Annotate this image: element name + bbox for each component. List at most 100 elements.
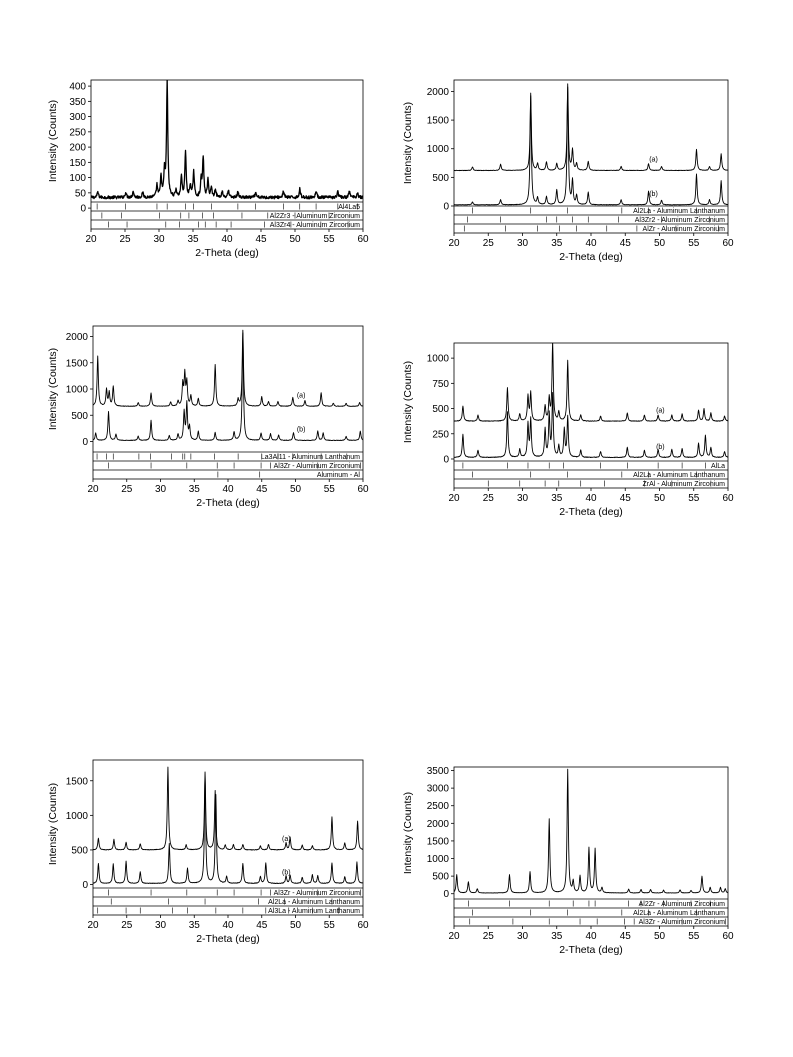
reference-phase-label: Al3Zr2 - Aluminum Zirconium <box>635 217 725 224</box>
xrd-panel-6: 0 500 1000 1500 2000 2500 3000 3500 20 25 30 35 40 45… <box>402 766 734 956</box>
series-label: (b) <box>649 191 658 198</box>
x-tick-label: 40 <box>585 493 597 504</box>
y-tick-label: 0 <box>82 437 88 448</box>
diffraction-pattern-line <box>454 768 728 894</box>
x-tick-label: 50 <box>654 931 666 942</box>
x-tick-label: 45 <box>620 238 632 249</box>
y-tick-label: 300 <box>69 112 86 123</box>
x-tick-label: 25 <box>121 920 133 931</box>
x-tick-label: 50 <box>290 484 302 495</box>
y-tick-label: 1500 <box>427 836 450 847</box>
x-tick-label: 40 <box>222 484 234 495</box>
x-tick-label: 25 <box>121 484 133 495</box>
x-tick-label: 35 <box>189 920 201 931</box>
x-tick-label: 20 <box>87 920 99 931</box>
xrd-panel-3: 0 500 1000 1500 2000 20 25 30 35 40 45 50 55 60 2-Thet… <box>47 325 369 509</box>
x-tick-label: 55 <box>324 484 336 495</box>
diffraction-pattern-line <box>93 766 363 851</box>
y-tick-label: 0 <box>82 880 88 891</box>
x-axis-title: 2-Theta (deg) <box>195 247 259 259</box>
x-tick-label: 60 <box>357 234 369 245</box>
y-axis-title: Intensity (Counts) <box>47 348 59 430</box>
diffraction-pattern-line <box>93 774 363 885</box>
y-tick-label: 1500 <box>66 776 89 787</box>
y-tick-label: 0 <box>80 204 86 215</box>
x-tick-label: 40 <box>222 920 234 931</box>
x-tick-label: 50 <box>654 493 666 504</box>
x-tick-label: 25 <box>483 931 495 942</box>
x-tick-label: 35 <box>551 931 563 942</box>
xrd-panel-4: 0 250 500 750 1000 20 25 30 35 40 45 50 55 60 2-Theta … <box>402 342 734 518</box>
reference-phase-label: ZrAl - Aluminum Zirconium <box>643 481 726 488</box>
x-axis-title: 2-Theta (deg) <box>559 506 623 518</box>
x-tick-label: 25 <box>483 493 495 504</box>
reference-phase-label: Al2Zr3 - Aluminum Zirconium <box>270 213 360 220</box>
x-axis-title: 2-Theta (deg) <box>559 251 623 263</box>
x-tick-label: 55 <box>688 493 700 504</box>
series-label: (b) <box>656 444 665 451</box>
diffraction-pattern-line <box>93 329 363 407</box>
x-tick-label: 60 <box>722 931 734 942</box>
diffraction-pattern-line <box>454 83 728 206</box>
y-tick-label: 200 <box>69 143 86 154</box>
x-tick-label: 20 <box>87 484 99 495</box>
reference-phase-label: Al3Zr4 - Aluminum Zirconium <box>270 222 360 229</box>
x-tick-label: 25 <box>119 234 131 245</box>
y-tick-label: 2000 <box>427 87 450 98</box>
x-axis-title: 2-Theta (deg) <box>559 944 623 956</box>
diffraction-pattern-line <box>454 86 728 172</box>
plot-frame <box>90 79 364 230</box>
y-tick-label: 500 <box>432 173 449 184</box>
reference-phase-label: Al3Zr - Aluminum Zirconium <box>274 463 361 470</box>
y-tick-label: 2000 <box>427 819 450 830</box>
y-tick-label: 750 <box>432 379 449 390</box>
x-axis-title: 2-Theta (deg) <box>196 497 260 509</box>
reference-phase-label: Al3La - Aluminum Lanthanum <box>268 908 360 915</box>
x-tick-label: 40 <box>585 238 597 249</box>
series-label: (b) <box>297 426 306 433</box>
x-tick-label: 50 <box>290 920 302 931</box>
y-tick-label: 500 <box>71 411 88 422</box>
y-tick-label: 250 <box>69 127 86 138</box>
reference-phase-label: Al2La - Aluminum Lanthanum <box>633 910 725 917</box>
y-tick-label: 100 <box>69 173 86 184</box>
series-label: (a) <box>282 836 291 843</box>
x-tick-label: 50 <box>654 238 666 249</box>
reference-phase-label: La3Al11 - Aluminum Lanthanum <box>261 454 360 461</box>
xrd-panel-1: 0 50 100 150 200 250 300 350 400 20 25 30 35 40 45 50 55… <box>47 79 369 259</box>
reference-phase-label: Al2La - Aluminum Lanthanum <box>633 472 725 479</box>
diffraction-pattern-line <box>454 343 728 422</box>
x-tick-label: 20 <box>448 493 460 504</box>
reference-phase-label: AlLa <box>711 463 725 470</box>
x-tick-label: 20 <box>85 234 97 245</box>
y-tick-label: 500 <box>71 845 88 856</box>
x-tick-label: 60 <box>357 920 369 931</box>
x-tick-label: 60 <box>722 238 734 249</box>
series-label: (a) <box>656 408 665 415</box>
x-tick-label: 35 <box>189 484 201 495</box>
x-tick-label: 35 <box>551 493 563 504</box>
y-tick-label: 1000 <box>427 144 450 155</box>
y-tick-label: 2000 <box>66 332 89 343</box>
y-tick-label: 1500 <box>427 116 450 127</box>
reference-phase-label: Al3Zr - Aluminum Zirconium <box>274 890 361 897</box>
x-tick-label: 30 <box>153 234 165 245</box>
y-tick-label: 150 <box>69 158 86 169</box>
x-tick-label: 45 <box>620 931 632 942</box>
x-tick-label: 35 <box>187 234 199 245</box>
x-tick-label: 30 <box>517 238 529 249</box>
diffraction-pattern-line <box>91 80 363 200</box>
x-tick-label: 35 <box>551 238 563 249</box>
diffraction-pattern-line <box>454 392 728 459</box>
x-tick-label: 30 <box>517 931 529 942</box>
reference-phase-label: AlZr - Aluminum Zirconium <box>643 226 726 233</box>
y-axis-title: Intensity (Counts) <box>402 792 414 874</box>
x-tick-label: 45 <box>255 234 267 245</box>
reference-phase-label: Aluminum - Al <box>317 472 361 479</box>
diffraction-pattern-line <box>93 332 363 442</box>
reference-phase-label: Al2La - Aluminum Lanthanum <box>633 208 725 215</box>
y-tick-label: 2500 <box>427 801 450 812</box>
reference-phase-label: Al2Zr - Aluminum Zirconium <box>639 901 726 908</box>
x-tick-label: 60 <box>722 493 734 504</box>
y-tick-label: 350 <box>69 97 86 108</box>
